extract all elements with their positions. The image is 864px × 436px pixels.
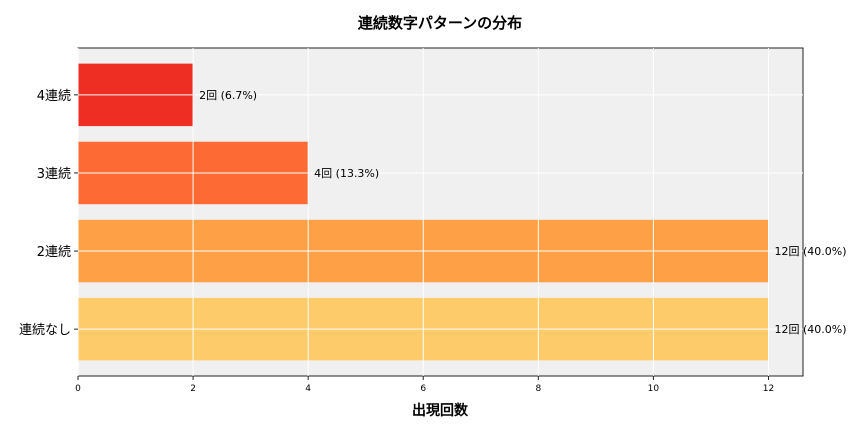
data-label: 4回 (13.3%) (314, 167, 379, 180)
x-tick-label: 0 (75, 384, 81, 394)
data-label: 12回 (40.0%) (774, 323, 846, 336)
x-tick-label: 12 (763, 384, 774, 394)
data-label: 12回 (40.0%) (774, 245, 846, 258)
x-tick-label: 4 (305, 384, 311, 394)
y-tick-label: 3連続 (37, 167, 71, 182)
x-tick-label: 6 (420, 384, 426, 394)
data-label: 2回 (6.7%) (199, 89, 257, 102)
x-tick-label: 10 (648, 384, 660, 394)
x-tick-label: 2 (190, 384, 196, 394)
y-tick-label: 2連続 (37, 245, 71, 260)
x-axis-label: 出現回数 (412, 402, 469, 419)
x-tick-label: 8 (535, 384, 541, 394)
y-tick-label: 連続なし (19, 323, 71, 338)
y-tick-label: 4連続 (37, 89, 71, 104)
chart-title: 連続数字パターンの分布 (358, 14, 522, 32)
